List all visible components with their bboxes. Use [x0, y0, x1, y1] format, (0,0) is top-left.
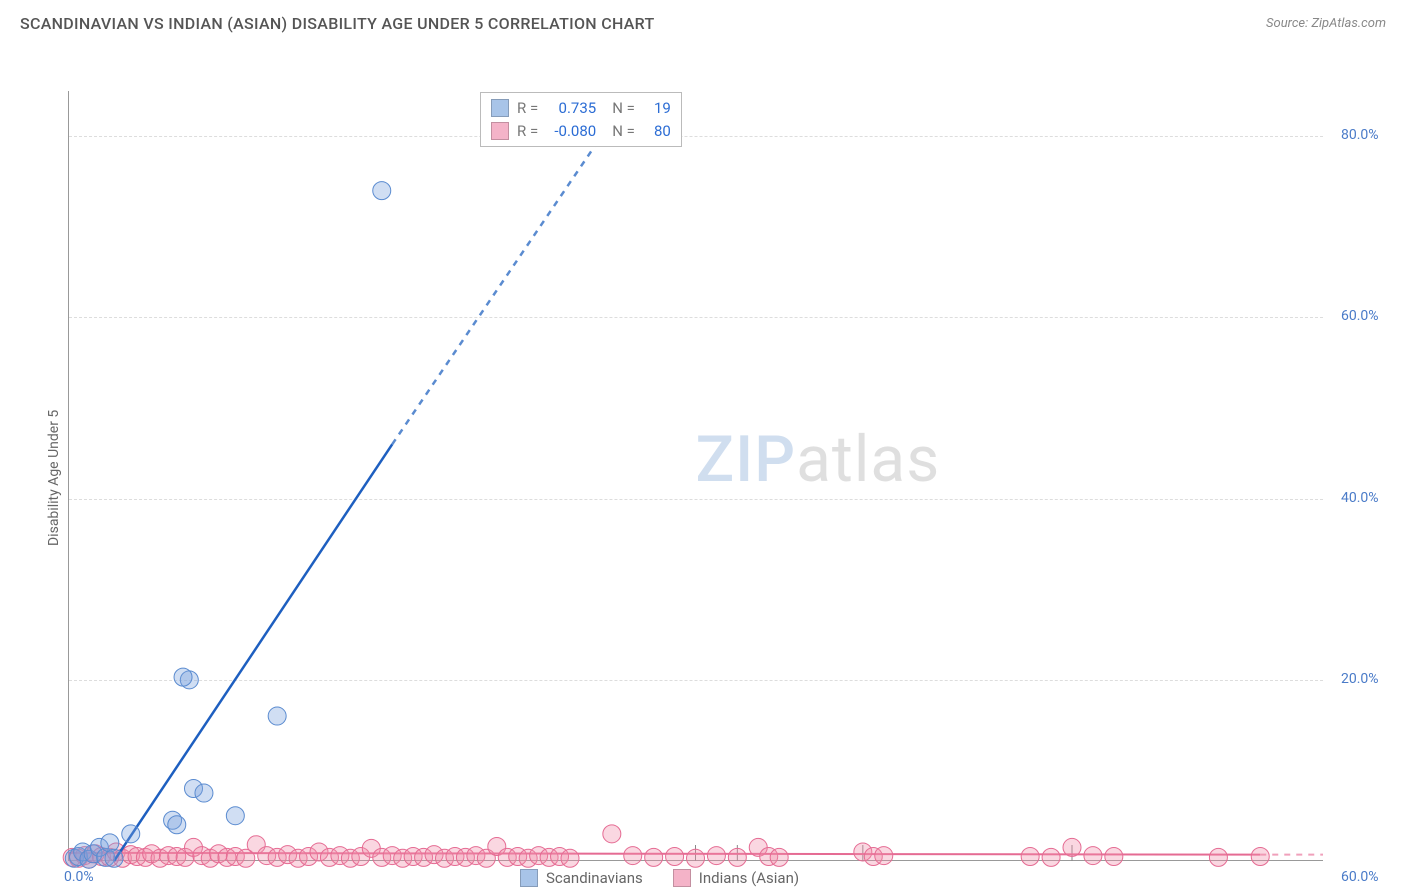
- y-tick-label: 20.0%: [1341, 671, 1379, 687]
- legend-swatch: [520, 869, 538, 887]
- data-point-indian: [770, 848, 788, 866]
- y-axis-label: Disability Age Under 5: [46, 410, 62, 546]
- legend-correlation-box: R = 0.735 N = 19 R = -0.080 N = 80: [480, 92, 682, 147]
- data-point-indian: [645, 848, 663, 866]
- r-value: 0.735: [546, 97, 596, 120]
- y-tick-label: 60.0%: [1341, 308, 1379, 324]
- n-value: 19: [643, 97, 671, 120]
- legend-item-indian: Indians (Asian): [673, 869, 799, 887]
- n-label: N =: [612, 120, 635, 143]
- data-point-scandinavian: [168, 816, 186, 834]
- legend-swatch: [491, 122, 509, 140]
- r-label: R =: [517, 97, 538, 120]
- legend-row-scandinavian: R = 0.735 N = 19: [491, 97, 671, 120]
- r-value: -0.080: [546, 120, 596, 143]
- data-point-indian: [1105, 847, 1123, 865]
- y-tick-label: 80.0%: [1341, 127, 1379, 143]
- x-tick-label: 60.0%: [1341, 869, 1379, 885]
- trend-line-dash-scandinavian: [392, 136, 601, 444]
- data-point-scandinavian: [373, 182, 391, 200]
- data-point-indian: [561, 849, 579, 867]
- data-point-scandinavian: [122, 825, 140, 843]
- data-point-indian: [1251, 847, 1269, 865]
- data-point-indian: [1063, 838, 1081, 856]
- legend-series: Scandinavians Indians (Asian): [520, 869, 799, 887]
- data-point-scandinavian: [268, 707, 286, 725]
- data-point-indian: [687, 849, 705, 867]
- data-point-indian: [603, 825, 621, 843]
- legend-swatch: [491, 99, 509, 117]
- legend-item-scandinavian: Scandinavians: [520, 869, 643, 887]
- data-point-indian: [875, 847, 893, 865]
- legend-row-indian: R = -0.080 N = 80: [491, 120, 671, 143]
- data-point-indian: [1042, 848, 1060, 866]
- data-point-indian: [666, 847, 684, 865]
- y-tick-label: 40.0%: [1341, 490, 1379, 506]
- data-point-scandinavian: [226, 807, 244, 825]
- data-point-indian: [707, 847, 725, 865]
- legend-swatch: [673, 869, 691, 887]
- data-point-indian: [1084, 847, 1102, 865]
- plot-svg: [68, 91, 1323, 861]
- source-attribution: Source: ZipAtlas.com: [1266, 16, 1386, 31]
- source-prefix: Source:: [1266, 16, 1311, 31]
- data-point-indian: [1021, 847, 1039, 865]
- chart-title: SCANDINAVIAN VS INDIAN (ASIAN) DISABILIT…: [20, 14, 655, 33]
- data-point-indian: [624, 847, 642, 865]
- legend-label: Scandinavians: [546, 869, 643, 887]
- n-value: 80: [643, 120, 671, 143]
- trend-line-scandinavian: [114, 444, 392, 861]
- data-point-scandinavian: [174, 668, 192, 686]
- data-point-scandinavian: [195, 784, 213, 802]
- data-point-scandinavian: [105, 849, 123, 867]
- data-point-indian: [728, 848, 746, 866]
- n-label: N =: [612, 97, 635, 120]
- chart-header: SCANDINAVIAN VS INDIAN (ASIAN) DISABILIT…: [0, 0, 1406, 41]
- data-point-indian: [1209, 848, 1227, 866]
- legend-label: Indians (Asian): [699, 869, 799, 887]
- r-label: R =: [517, 120, 538, 143]
- x-tick-label: 0.0%: [64, 869, 94, 885]
- source-name: ZipAtlas.com: [1311, 16, 1386, 31]
